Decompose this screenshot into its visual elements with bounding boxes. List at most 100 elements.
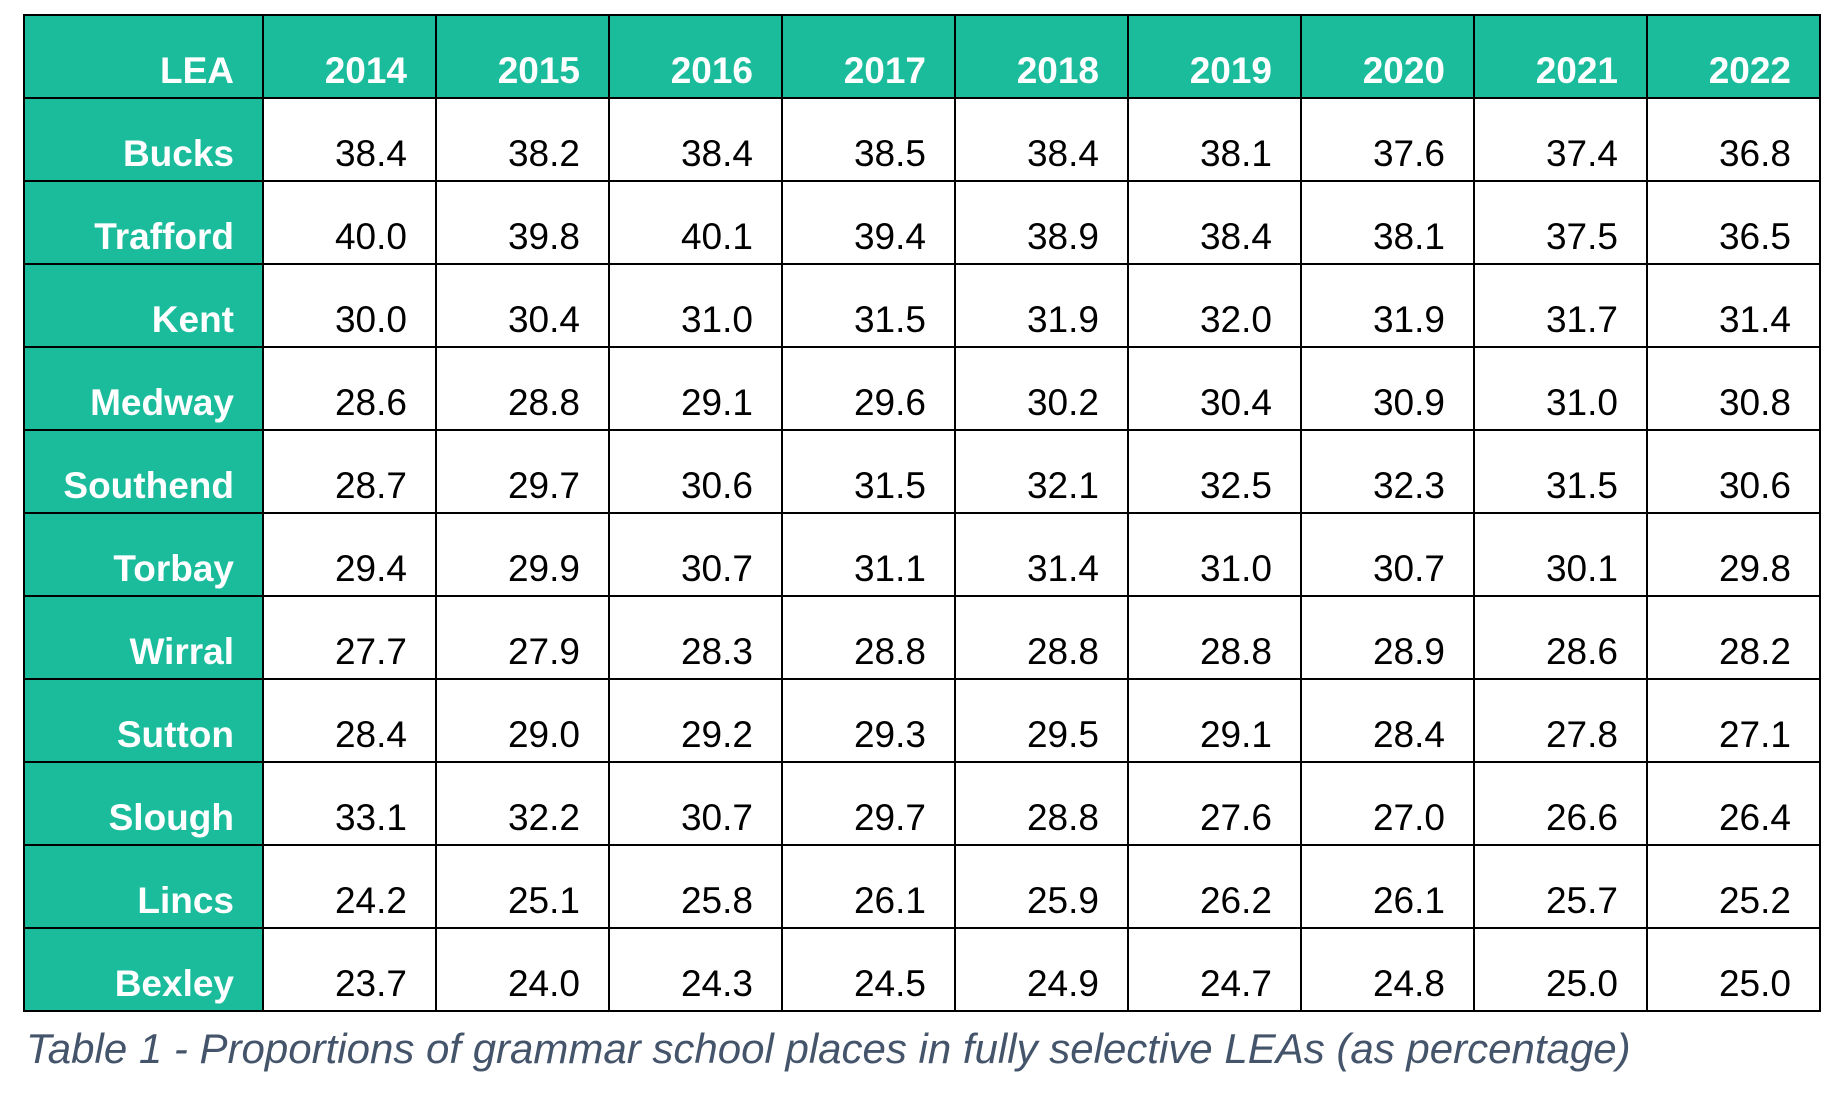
table-cell: 29.6	[781, 346, 956, 431]
table-cell: 25.7	[1473, 844, 1648, 929]
table-cell: 29.7	[781, 761, 956, 846]
row-label: Bexley	[23, 927, 264, 1012]
table-cell: 30.9	[1300, 346, 1475, 431]
table-cell: 30.7	[608, 512, 783, 597]
table-cell: 27.9	[435, 595, 610, 680]
table-cell: 29.7	[435, 429, 610, 514]
table-cell: 32.2	[435, 761, 610, 846]
table-cell: 28.4	[262, 678, 437, 763]
table-cell: 29.3	[781, 678, 956, 763]
table-cell: 30.7	[608, 761, 783, 846]
row-label: Trafford	[23, 180, 264, 265]
table-cell: 32.1	[954, 429, 1129, 514]
table-cell: 31.1	[781, 512, 956, 597]
table-cell: 32.5	[1127, 429, 1302, 514]
table-cell: 26.6	[1473, 761, 1648, 846]
table-cell: 28.8	[1127, 595, 1302, 680]
table-row: Medway 28.6 28.8 29.1 29.6 30.2 30.4 30.9 31.0 30…	[23, 346, 1821, 431]
column-header-2017: 2017	[781, 14, 956, 99]
table-row: Sutton 28.4 29.0 29.2 29.3 29.5 29.1 28.4 27.8 27…	[23, 678, 1821, 763]
table-cell: 31.0	[1473, 346, 1648, 431]
table-cell: 24.9	[954, 927, 1129, 1012]
column-header-2015: 2015	[435, 14, 610, 99]
table-cell: 29.0	[435, 678, 610, 763]
table-cell: 40.0	[262, 180, 437, 265]
table-cell: 31.9	[954, 263, 1129, 348]
table-row: Southend 28.7 29.7 30.6 31.5 32.1 32.5 32.3 31.5…	[23, 429, 1821, 514]
table-cell: 37.6	[1300, 97, 1475, 182]
table-cell: 31.5	[1473, 429, 1648, 514]
table-row: Bexley 23.7 24.0 24.3 24.5 24.9 24.7 24.8 25.0 25…	[23, 927, 1821, 1012]
table-cell: 28.8	[435, 346, 610, 431]
table-cell: 31.0	[1127, 512, 1302, 597]
column-header-2020: 2020	[1300, 14, 1475, 99]
row-label: Bucks	[23, 97, 264, 182]
table-cell: 29.2	[608, 678, 783, 763]
row-label: Medway	[23, 346, 264, 431]
table-cell: 24.8	[1300, 927, 1475, 1012]
table-cell: 26.4	[1646, 761, 1821, 846]
table-cell: 25.1	[435, 844, 610, 929]
header-row: LEA 2014 2015 2016 2017 2018 2019 2020 2021 2022	[23, 14, 1821, 99]
table-cell: 27.8	[1473, 678, 1648, 763]
table-cell: 23.7	[262, 927, 437, 1012]
table-cell: 38.1	[1127, 97, 1302, 182]
table-cell: 31.5	[781, 263, 956, 348]
row-label: Lincs	[23, 844, 264, 929]
table-cell: 28.7	[262, 429, 437, 514]
table-cell: 29.4	[262, 512, 437, 597]
table-cell: 24.3	[608, 927, 783, 1012]
table-cell: 37.4	[1473, 97, 1648, 182]
column-header-2021: 2021	[1473, 14, 1648, 99]
table-cell: 31.4	[954, 512, 1129, 597]
table-cell: 30.6	[608, 429, 783, 514]
table-cell: 29.1	[1127, 678, 1302, 763]
table-cell: 32.0	[1127, 263, 1302, 348]
table-cell: 36.8	[1646, 97, 1821, 182]
table-cell: 24.7	[1127, 927, 1302, 1012]
table-cell: 36.5	[1646, 180, 1821, 265]
table-cell: 28.4	[1300, 678, 1475, 763]
table-cell: 25.0	[1646, 927, 1821, 1012]
table-cell: 29.8	[1646, 512, 1821, 597]
column-header-2019: 2019	[1127, 14, 1302, 99]
table-cell: 30.8	[1646, 346, 1821, 431]
table-cell: 33.1	[262, 761, 437, 846]
table-cell: 27.7	[262, 595, 437, 680]
row-label: Torbay	[23, 512, 264, 597]
table-cell: 31.9	[1300, 263, 1475, 348]
table-cell: 28.8	[954, 761, 1129, 846]
column-header-2016: 2016	[608, 14, 783, 99]
table-cell: 30.4	[1127, 346, 1302, 431]
data-table: LEA 2014 2015 2016 2017 2018 2019 2020 2021 2022 …	[23, 14, 1821, 1012]
table-cell: 39.8	[435, 180, 610, 265]
table-cell: 30.2	[954, 346, 1129, 431]
table-cell: 28.6	[262, 346, 437, 431]
table-cell: 25.0	[1473, 927, 1648, 1012]
table-cell: 38.9	[954, 180, 1129, 265]
table-row: Slough 33.1 32.2 30.7 29.7 28.8 27.6 27.0 26.6 26…	[23, 761, 1821, 846]
table-cell: 38.4	[608, 97, 783, 182]
table-cell: 24.5	[781, 927, 956, 1012]
table-cell: 30.0	[262, 263, 437, 348]
table-cell: 27.0	[1300, 761, 1475, 846]
table-cell: 38.2	[435, 97, 610, 182]
table-cell: 26.1	[781, 844, 956, 929]
table-cell: 29.1	[608, 346, 783, 431]
row-label: Kent	[23, 263, 264, 348]
table-cell: 38.4	[954, 97, 1129, 182]
table-cell: 30.6	[1646, 429, 1821, 514]
table-cell: 40.1	[608, 180, 783, 265]
column-header-lea: LEA	[23, 14, 264, 99]
table-cell: 30.7	[1300, 512, 1475, 597]
table-cell: 24.2	[262, 844, 437, 929]
row-label: Sutton	[23, 678, 264, 763]
table-cell: 25.8	[608, 844, 783, 929]
table-header: LEA 2014 2015 2016 2017 2018 2019 2020 2021 2022	[23, 14, 1821, 99]
table-cell: 27.1	[1646, 678, 1821, 763]
table-row: Lincs 24.2 25.1 25.8 26.1 25.9 26.2 26.1 25.7 25.…	[23, 844, 1821, 929]
table-cell: 38.4	[262, 97, 437, 182]
table-cell: 30.4	[435, 263, 610, 348]
table-row: Kent 30.0 30.4 31.0 31.5 31.9 32.0 31.9 31.7 31.4	[23, 263, 1821, 348]
column-header-2018: 2018	[954, 14, 1129, 99]
